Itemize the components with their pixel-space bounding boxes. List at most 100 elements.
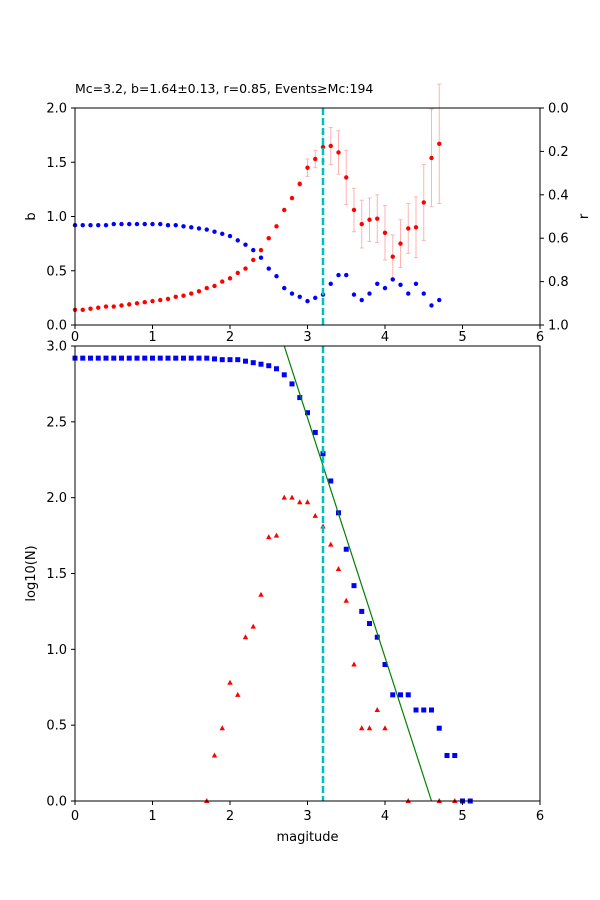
incremental-point bbox=[366, 725, 373, 731]
cumulative-point bbox=[188, 355, 194, 361]
r-value-point bbox=[204, 227, 209, 232]
b-value-point bbox=[359, 221, 364, 227]
r-value-point bbox=[158, 221, 163, 227]
r-value-point bbox=[413, 281, 419, 286]
r-value-point bbox=[173, 222, 178, 228]
b-value-point bbox=[351, 207, 357, 213]
b-value-point bbox=[367, 217, 372, 222]
r-value-point bbox=[103, 222, 109, 228]
y-tick-label: 0.0 bbox=[46, 795, 67, 810]
r-value-point bbox=[367, 291, 372, 296]
y2-tick-label: 0.0 bbox=[548, 102, 569, 117]
r-value-point bbox=[181, 224, 186, 229]
incremental-point bbox=[266, 534, 272, 540]
incremental-point bbox=[343, 597, 349, 603]
y-tick-label: 1.0 bbox=[46, 643, 67, 658]
y-tick-label: 1.5 bbox=[46, 567, 67, 582]
incremental-point bbox=[273, 532, 280, 538]
incremental-point bbox=[289, 494, 295, 500]
incremental-point bbox=[219, 725, 225, 731]
r-value-point bbox=[421, 291, 426, 296]
b-value-point bbox=[336, 150, 341, 155]
r-value-point bbox=[375, 281, 380, 286]
r-value-point bbox=[359, 297, 364, 303]
b-value-point bbox=[119, 303, 124, 308]
b-value-point bbox=[150, 298, 155, 304]
y2-tick-label: 0.8 bbox=[548, 275, 569, 290]
incremental-point bbox=[281, 494, 287, 500]
b-value-point bbox=[328, 143, 333, 149]
incremental-point bbox=[374, 707, 380, 712]
r-value-point bbox=[142, 221, 147, 227]
cumulative-point bbox=[343, 546, 349, 552]
cumulative-point bbox=[258, 361, 264, 367]
r-value-point bbox=[289, 291, 295, 296]
b-value-point bbox=[289, 195, 295, 201]
y-tick-label: 1.5 bbox=[46, 156, 67, 171]
b-value-point bbox=[212, 283, 217, 289]
cumulative-point bbox=[88, 355, 93, 361]
x-tick-label: 2 bbox=[226, 809, 234, 824]
x-tick-label: 0 bbox=[71, 809, 79, 824]
x-tick-label: 3 bbox=[303, 809, 311, 824]
r-value-point bbox=[328, 281, 333, 286]
y2-tick-label: 0.6 bbox=[548, 232, 569, 247]
b-value-point bbox=[196, 289, 202, 294]
b-value-point bbox=[80, 307, 85, 313]
b-value-point bbox=[189, 291, 194, 296]
r-value-point bbox=[189, 225, 194, 230]
x-tick-label: 6 bbox=[536, 809, 544, 824]
b-value-point bbox=[251, 257, 256, 263]
b-value-point bbox=[204, 285, 209, 291]
r-value-point bbox=[196, 226, 202, 231]
cumulative-point bbox=[126, 355, 132, 361]
cumulative-point bbox=[444, 753, 450, 758]
chart-title: Mc=3.2, b=1.64±0.13, r=0.85, Events≥Mc:1… bbox=[75, 81, 373, 96]
b-r-panel: Mc=3.2, b=1.64±0.13, r=0.85, Events≥Mc:1… bbox=[24, 81, 592, 345]
cumulative-point bbox=[374, 634, 380, 640]
r-value-point bbox=[274, 273, 279, 279]
incremental-point bbox=[250, 623, 256, 629]
x-tick-label: 1 bbox=[148, 330, 156, 345]
y2-tick-label: 0.2 bbox=[548, 145, 569, 160]
b-value-point bbox=[429, 155, 434, 161]
y-tick-label: 2.0 bbox=[46, 491, 67, 506]
b-value-point bbox=[406, 226, 411, 231]
r-value-point bbox=[96, 222, 101, 228]
b-value-point bbox=[158, 297, 163, 303]
r-value-point bbox=[437, 297, 442, 303]
r-value-point bbox=[266, 266, 271, 271]
r-value-point bbox=[150, 221, 155, 227]
r-value-point bbox=[251, 247, 256, 253]
r-value-point bbox=[305, 298, 310, 304]
r-value-point bbox=[119, 221, 124, 227]
y-tick-label: 3.0 bbox=[46, 340, 67, 355]
b-value-point bbox=[421, 200, 426, 205]
cumulative-point bbox=[173, 355, 179, 361]
cumulative-point bbox=[312, 429, 318, 435]
y-axis-label-r: r bbox=[577, 213, 592, 219]
incremental-point bbox=[312, 512, 318, 518]
incremental-point bbox=[227, 679, 233, 685]
cumulative-point bbox=[95, 355, 101, 361]
y-tick-label: 2.5 bbox=[46, 415, 67, 430]
x-tick-label: 6 bbox=[536, 330, 544, 345]
r-value-point bbox=[398, 282, 403, 288]
cumulative-point bbox=[367, 621, 372, 627]
x-tick-label: 3 bbox=[303, 330, 311, 345]
x-tick-label: 0 bbox=[71, 330, 79, 345]
x-tick-label: 4 bbox=[381, 330, 389, 345]
x-tick-label: 1 bbox=[148, 809, 156, 824]
cumulative-point bbox=[382, 662, 388, 667]
top-series-layer bbox=[72, 83, 442, 313]
b-value-point bbox=[227, 276, 233, 281]
cumulative-point bbox=[196, 355, 202, 361]
fit-line bbox=[283, 345, 433, 802]
incremental-point bbox=[335, 565, 342, 571]
b-value-point bbox=[398, 241, 403, 246]
b-value-point bbox=[305, 165, 310, 170]
cumulative-point bbox=[235, 357, 241, 363]
incremental-point bbox=[211, 752, 218, 758]
r-value-point bbox=[80, 222, 85, 228]
b-value-point bbox=[142, 300, 147, 305]
